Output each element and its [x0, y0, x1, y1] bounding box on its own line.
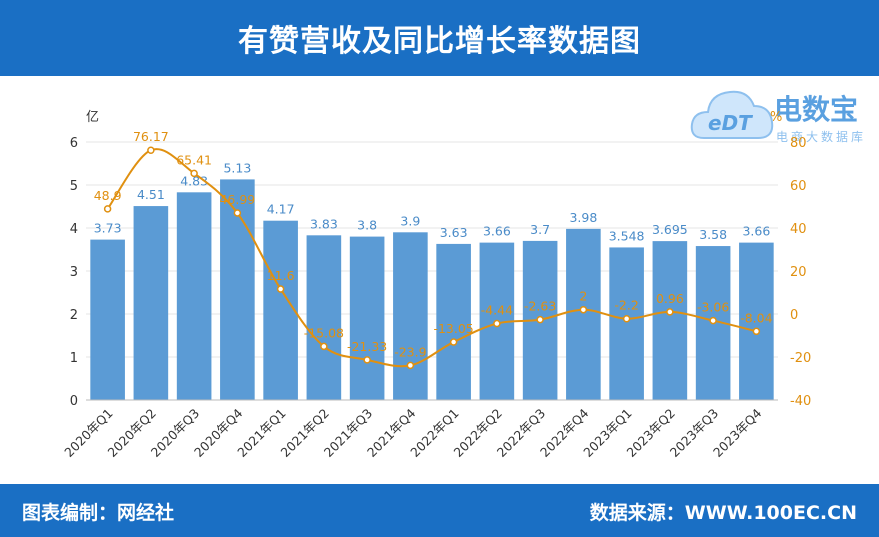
bar	[176, 192, 212, 400]
bar-value-label: 3.58	[699, 227, 727, 242]
y-right-tick-label: 80	[790, 136, 807, 151]
line-value-label: 11.6	[267, 268, 295, 283]
bar-value-label: 4.51	[137, 187, 165, 202]
line-value-label: -3.06	[697, 300, 729, 315]
bar-value-label: 3.548	[609, 228, 645, 243]
line-point	[103, 205, 112, 213]
chart-header: 有赞营收及同比增长率数据图	[0, 0, 879, 76]
logo-mark: eDT	[708, 111, 753, 135]
line-value-label: 2	[579, 289, 587, 304]
line-value-label: -23.9	[394, 344, 426, 359]
line-value-label: 48.9	[94, 188, 122, 203]
cloud-logo-icon: eDT	[690, 90, 774, 139]
page-title: 有赞营收及同比增长率数据图	[238, 24, 641, 59]
bar-value-label: 3.66	[742, 224, 770, 239]
line-point	[190, 169, 198, 178]
line-series: 48.9 76.17 65.41 46.99 11.6 -15.08-21.33 -23.9…	[94, 129, 773, 370]
line-point	[666, 308, 674, 316]
line-value-label: -8.04	[740, 310, 772, 325]
bar	[652, 241, 688, 400]
line-value-label: 0.96	[656, 291, 684, 306]
line-value-label: 46.99	[219, 192, 255, 207]
bar-value-label: 3.73	[94, 221, 122, 236]
line-point	[579, 305, 588, 314]
bar	[306, 235, 342, 400]
y-left-tick-label: 1	[70, 351, 78, 366]
bar	[436, 243, 471, 400]
line-point	[709, 316, 717, 325]
line-value-label: -2.63	[524, 299, 556, 314]
y-left-unit: 亿	[86, 110, 99, 125]
line-point	[752, 327, 761, 336]
line-point	[493, 319, 501, 328]
logo: eDT 电数宝 电商大数据库	[690, 82, 875, 154]
line-value-label: 76.17	[133, 129, 169, 144]
bar-value-label: 3.9	[400, 213, 420, 228]
bar-value-label: 3.98	[569, 210, 597, 225]
line-value-label: -15.08	[304, 325, 344, 340]
y-right-tick-label: -20	[790, 351, 811, 366]
line-point	[276, 285, 285, 293]
logo-subtitle: 电商大数据库	[776, 130, 867, 144]
footer-source: 数据来源：WWW.100EC.CN	[589, 502, 857, 524]
y-left-tick-label: 4	[70, 222, 78, 237]
y-left-tick-label: 3	[70, 265, 78, 280]
y-right-tick-label: -40	[790, 394, 811, 409]
bar-value-label: 3.7	[530, 222, 550, 237]
bar-value-label: 4.17	[267, 202, 295, 217]
bar	[609, 247, 644, 400]
line-point	[363, 356, 371, 364]
y-left-tick-label: 0	[70, 394, 78, 409]
line-value-label: -13.05	[433, 321, 473, 336]
chart-footer: 图表编制：网经社 数据来源：WWW.100EC.CN	[0, 484, 879, 537]
y-left-tick-label: 2	[70, 308, 78, 323]
line-point	[449, 338, 458, 346]
line-point	[536, 315, 544, 324]
chart-canvas: 3.734.514.835.134.173.83 3.8 3.93.63 3.66 3.…	[61, 110, 811, 460]
bar-value-label: 3.66	[483, 224, 511, 239]
line-point	[233, 209, 242, 217]
bar-value-label: 3.695	[652, 222, 688, 237]
growth-line	[106, 148, 757, 368]
line-value-label: -2.2	[614, 298, 638, 313]
line-value-label: -21.33	[347, 339, 387, 354]
bar-value-label: 5.13	[223, 160, 251, 175]
bar	[566, 228, 601, 400]
footer-credit: 图表编制：网经社	[22, 502, 175, 524]
bar-value-label: 3.63	[440, 225, 468, 240]
bar	[393, 232, 428, 400]
y-right-tick-label: 0	[790, 308, 798, 323]
bar-value-label: 4.83	[180, 173, 208, 188]
y-right-unit: %	[770, 110, 782, 125]
y-left-tick-label: 6	[70, 136, 78, 151]
line-value-label: 65.41	[176, 152, 212, 167]
y-right-tick-label: 60	[790, 179, 807, 194]
bar	[133, 206, 169, 400]
line-point	[320, 342, 328, 351]
y-right-tick-label: 40	[790, 222, 807, 237]
line-value-label: -4.44	[481, 303, 513, 318]
bar	[739, 242, 774, 400]
bar-value-label: 3.8	[357, 218, 377, 233]
bar	[90, 239, 125, 400]
bar	[349, 236, 385, 400]
bar-value-label: 3.83	[310, 216, 338, 231]
line-point	[147, 146, 155, 154]
y-left-tick-label: 5	[70, 179, 78, 194]
bar-series: 3.73 4.51 4.83 5.13 4.17 3.83 3.8 3.9 3.63 3.66 3.…	[90, 160, 774, 400]
y-right-tick-label: 20	[790, 265, 807, 280]
bar	[263, 220, 298, 400]
line-point	[406, 361, 415, 370]
logo-brand: 电数宝	[774, 93, 859, 126]
line-point	[622, 314, 631, 323]
